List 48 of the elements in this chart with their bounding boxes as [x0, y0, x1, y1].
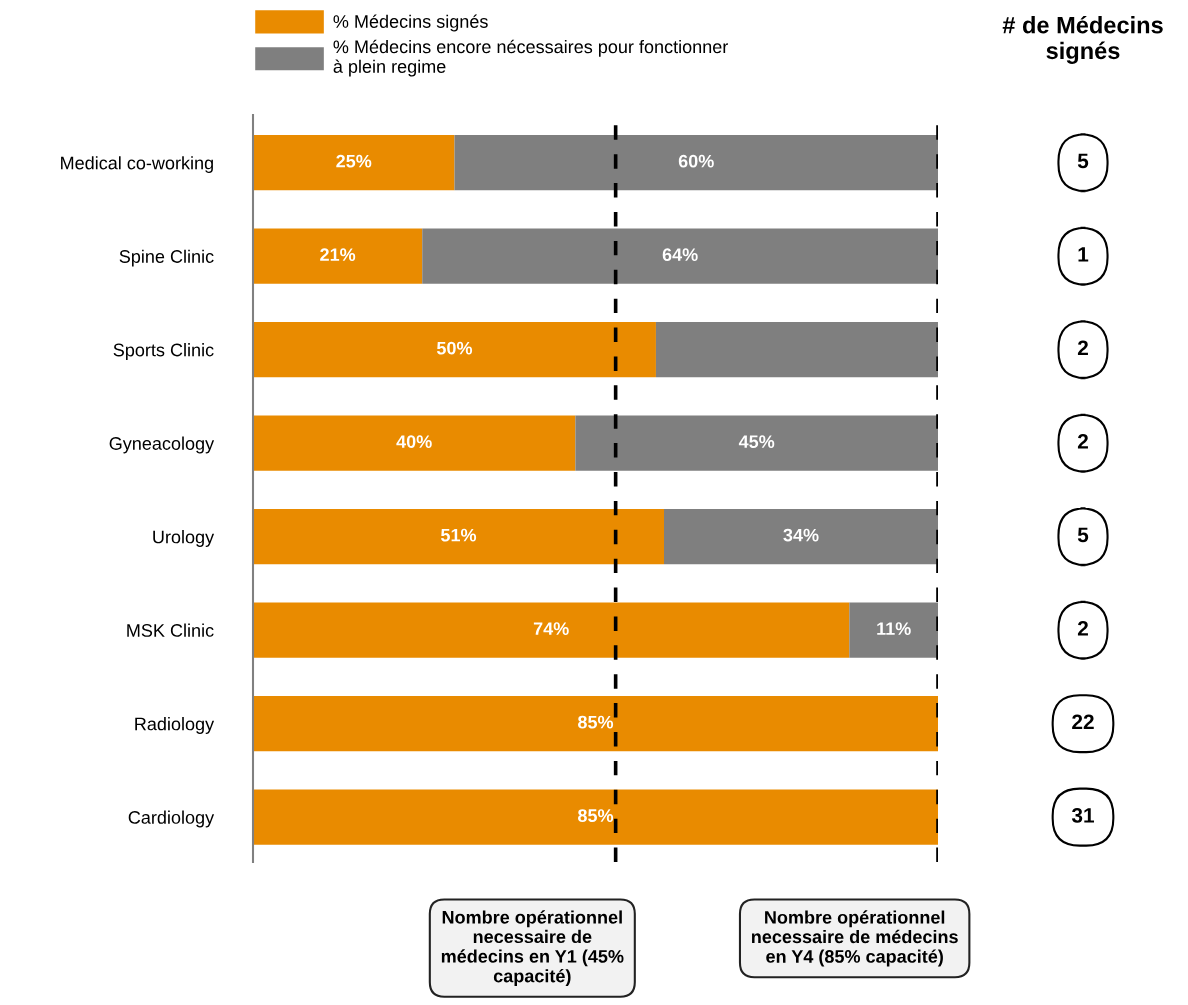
data-label: 74% [533, 622, 569, 635]
ref-line-label: Nombre opérationnel necessaire de médecins en Y4 (85% capacité) [751, 910, 958, 967]
bar [253, 509, 664, 565]
bar [253, 789, 938, 845]
bar [422, 228, 938, 284]
text: 2 [1077, 434, 1088, 449]
bar [253, 696, 938, 752]
bar [575, 415, 938, 471]
text: 2 [1077, 620, 1088, 636]
data-label: 85% [578, 809, 614, 822]
data-label: 40% [396, 435, 432, 448]
bar [253, 135, 455, 191]
bar [253, 228, 423, 284]
ref-line-label: Nombre opérationnel necessaire de médecins en Y1 (45% capacité) [441, 910, 624, 986]
data-label: 50% [436, 341, 473, 355]
data-label: 45% [738, 435, 775, 448]
data-label: 60% [678, 154, 714, 168]
bar [849, 602, 938, 658]
bar [454, 135, 938, 191]
data-label: 85% [578, 715, 614, 729]
legend-label: % Médecins signés [333, 14, 488, 32]
y-tick-label: Sports Clinic [113, 343, 214, 360]
legend-label: % Médecins encore nécessaires pour fonctionner à plein regime [333, 39, 728, 77]
data-label: 51% [440, 528, 477, 542]
bar [253, 602, 850, 658]
text: 1 [1078, 247, 1089, 262]
text: 5 [1077, 153, 1089, 169]
text: 2 [1077, 340, 1088, 356]
data-label: 34% [783, 528, 819, 542]
bar [253, 415, 576, 471]
y-tick-label: Urology [153, 530, 215, 547]
y-tick-label: Cardiology [128, 810, 215, 828]
text: # de Médecins signés [1002, 15, 1163, 64]
data-label: 64% [662, 248, 698, 262]
data-label: 11% [877, 622, 911, 635]
text: 22 [1072, 714, 1094, 730]
text: 5 [1077, 527, 1089, 543]
bar [253, 322, 656, 378]
data-label: 21% [320, 248, 356, 261]
y-tick-label: MSK Clinic [127, 623, 214, 637]
text: 31 [1071, 807, 1095, 823]
y-tick-label: Radiology [135, 717, 215, 734]
data-label: 25% [336, 154, 372, 168]
y-tick-label: Medical co-working [61, 156, 213, 173]
bar [655, 322, 938, 378]
y-tick-label: Gyneacology [109, 436, 215, 454]
y-tick-label: Spine Clinic [119, 249, 214, 267]
bar [664, 509, 938, 565]
